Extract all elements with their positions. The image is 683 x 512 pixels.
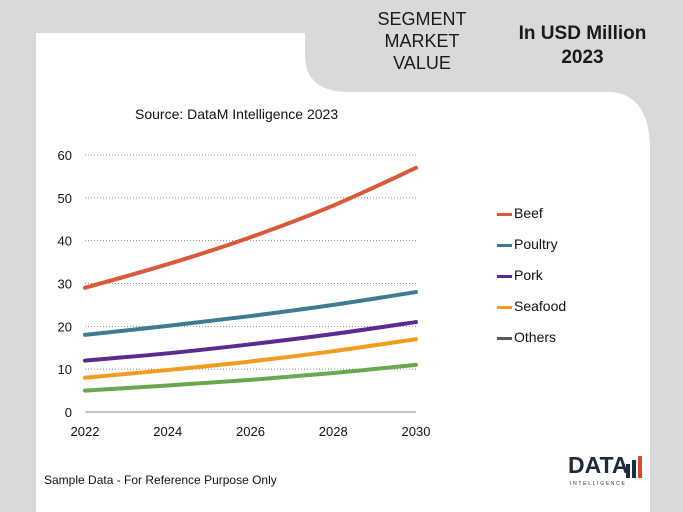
legend-label: Seafood <box>514 298 567 314</box>
legend-swatch <box>497 306 512 309</box>
series-line-others <box>83 362 418 393</box>
segment-title: SEGMENT MARKET VALUE <box>377 9 467 73</box>
series-line-poultry <box>83 290 418 337</box>
legend-label: Poultry <box>514 236 558 252</box>
legend-swatch <box>497 275 512 278</box>
x-tick-label: 2024 <box>153 424 182 439</box>
datam-logo: DATA INTELLIGENCE <box>568 452 648 492</box>
y-tick-label: 60 <box>58 148 72 163</box>
legend-label: Pork <box>514 267 543 283</box>
legend-swatch <box>497 337 512 340</box>
y-tick-label: 20 <box>58 319 72 334</box>
legend-swatch <box>497 244 512 247</box>
unit-title: In USD Million 2023 <box>518 23 647 68</box>
x-tick-label: 2030 <box>402 424 431 439</box>
series-line-beef <box>83 165 418 290</box>
y-tick-label: 30 <box>58 277 72 292</box>
white-panel <box>36 33 650 512</box>
y-tick-label: 50 <box>58 191 72 206</box>
series-line-pork <box>83 320 418 363</box>
x-tick-label: 2028 <box>319 424 348 439</box>
x-tick-label: 2026 <box>236 424 265 439</box>
footer-note: Sample Data - For Reference Purpose Only <box>44 473 277 487</box>
y-tick-label: 40 <box>58 234 72 249</box>
y-tick-label: 0 <box>65 405 72 420</box>
y-tick-label: 10 <box>58 362 72 377</box>
x-tick-label: 2022 <box>71 424 100 439</box>
legend-swatch <box>497 213 512 216</box>
legend-label: Beef <box>514 205 543 221</box>
logo-bars-icon <box>626 456 642 478</box>
chart-source: Source: DataM Intelligence 2023 <box>135 106 339 122</box>
logo-subtitle: INTELLIGENCE <box>570 481 627 487</box>
legend-label: Others <box>514 329 557 345</box>
logo-word: DATA <box>568 452 629 478</box>
series-line-seafood <box>83 337 418 380</box>
